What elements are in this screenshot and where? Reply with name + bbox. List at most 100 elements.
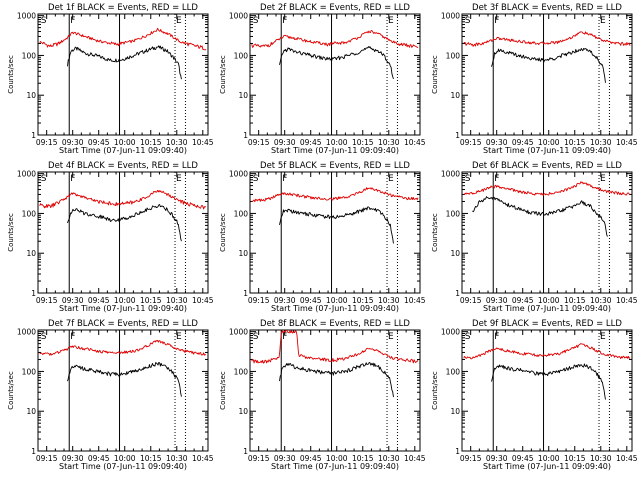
x-axis-label: Start Time (07-Jun-11 09:09:40) [271, 146, 399, 155]
y-tick-label: 1 [243, 447, 248, 456]
y-tick-label: 1 [31, 131, 36, 140]
x-tick-label: 09:45 [300, 138, 322, 147]
y-tick-label: 10 [238, 249, 248, 258]
interval-marker-s: S [253, 174, 259, 184]
x-tick-label: 10:30 [166, 296, 188, 305]
y-axis-label: Counts/sec [219, 55, 227, 94]
series-events-line [279, 46, 394, 80]
y-tick-label: 1 [455, 289, 460, 298]
y-axis-label: Counts/sec [7, 213, 15, 252]
y-tick-label: 1000 [229, 170, 248, 179]
x-tick-label: 10:00 [538, 296, 560, 305]
x-tick-label: 09:30 [274, 454, 296, 463]
x-axis-label: Start Time (07-Jun-11 09:09:40) [483, 304, 611, 313]
x-tick-label: 10:30 [590, 454, 612, 463]
interval-marker-s: S [41, 16, 47, 26]
series-lld-line [39, 27, 207, 51]
series-events-line [472, 196, 608, 237]
interval-marker-s: S [465, 332, 471, 342]
interval-marker-e: E [600, 16, 606, 26]
panel-title: Det 4f BLACK = Events, RED = LLD [48, 161, 198, 171]
interval-marker-e: E [388, 332, 394, 342]
x-tick-label: 10:45 [404, 454, 426, 463]
x-tick-label: 10:45 [192, 138, 214, 147]
x-tick-label: 10:15 [564, 296, 586, 305]
interval-marker-e: E [388, 174, 394, 184]
y-tick-label: 1000 [17, 12, 36, 21]
x-tick-label: 10:30 [378, 296, 400, 305]
series-lld-line [39, 339, 207, 356]
y-tick-label: 10 [450, 91, 460, 100]
y-tick-label: 100 [22, 367, 37, 376]
panel-title: Det 9f BLACK = Events, RED = LLD [472, 319, 622, 329]
series-lld-line [463, 181, 631, 196]
interval-marker-f: F [494, 16, 499, 26]
interval-marker-f: F [494, 174, 499, 184]
x-tick-label: 10:30 [590, 296, 612, 305]
interval-marker-f: F [70, 174, 75, 184]
x-tick-label: 09:45 [300, 296, 322, 305]
interval-marker-e: E [176, 16, 182, 26]
panel-title: Det 5f BLACK = Events, RED = LLD [260, 161, 410, 171]
panel-title: Det 8f BLACK = Events, RED = LLD [260, 319, 410, 329]
x-tick-label: 10:30 [590, 138, 612, 147]
x-tick-label: 09:45 [300, 454, 322, 463]
x-tick-label: 09:15 [460, 138, 482, 147]
x-tick-label: 09:30 [62, 138, 84, 147]
x-axis-label: Start Time (07-Jun-11 09:09:40) [271, 462, 399, 471]
y-tick-label: 10 [238, 407, 248, 416]
x-tick-label: 10:00 [326, 138, 348, 147]
x-tick-label: 10:15 [352, 296, 374, 305]
x-tick-label: 10:15 [352, 138, 374, 147]
x-tick-label: 10:30 [166, 138, 188, 147]
y-tick-label: 100 [22, 209, 37, 218]
series-events-line [67, 361, 182, 397]
y-tick-label: 1000 [17, 170, 36, 179]
series-lld-line [463, 31, 631, 47]
x-tick-label: 10:15 [352, 454, 374, 463]
y-tick-label: 100 [22, 51, 37, 60]
x-tick-label: 10:30 [166, 454, 188, 463]
series-events-line [279, 361, 394, 398]
x-tick-label: 09:30 [486, 296, 508, 305]
x-tick-label: 09:30 [274, 138, 296, 147]
x-tick-label: 09:15 [36, 454, 58, 463]
interval-marker-e: E [600, 332, 606, 342]
panel-title: Det 2f BLACK = Events, RED = LLD [260, 3, 410, 13]
x-axis-label: Start Time (07-Jun-11 09:09:40) [271, 304, 399, 313]
x-tick-label: 10:00 [114, 138, 136, 147]
plot-frame [37, 171, 209, 294]
y-axis-label: Counts/sec [7, 55, 15, 94]
x-tick-label: 09:30 [274, 296, 296, 305]
y-tick-label: 10 [238, 91, 248, 100]
y-tick-label: 1000 [229, 328, 248, 337]
y-tick-label: 100 [446, 209, 461, 218]
interval-marker-e: E [176, 174, 182, 184]
plot-frame [37, 13, 209, 136]
x-tick-label: 10:00 [114, 454, 136, 463]
y-axis-label: Counts/sec [431, 213, 439, 252]
x-tick-label: 09:30 [486, 138, 508, 147]
y-tick-label: 10 [26, 249, 36, 258]
x-tick-label: 10:00 [114, 296, 136, 305]
y-tick-label: 10 [450, 407, 460, 416]
series-events-line [67, 45, 182, 80]
x-tick-label: 09:15 [248, 138, 270, 147]
series-lld-line [251, 187, 419, 203]
plot-frame [249, 329, 421, 452]
x-tick-label: 09:15 [36, 296, 58, 305]
plot-frame [461, 13, 633, 136]
x-tick-label: 10:15 [564, 454, 586, 463]
y-tick-label: 1 [243, 289, 248, 298]
x-axis-label: Start Time (07-Jun-11 09:09:40) [59, 304, 187, 313]
x-tick-label: 10:00 [326, 296, 348, 305]
x-tick-label: 10:45 [616, 138, 638, 147]
x-tick-label: 10:30 [378, 138, 400, 147]
x-tick-label: 09:45 [512, 138, 534, 147]
y-tick-label: 1 [455, 131, 460, 140]
